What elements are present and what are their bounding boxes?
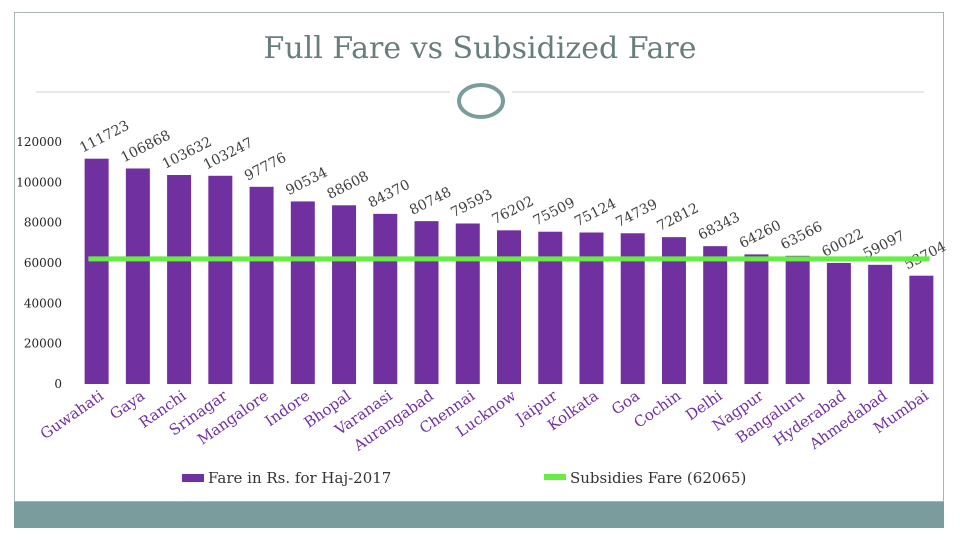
bar <box>497 230 521 384</box>
bar <box>579 232 604 384</box>
y-tick-label: 60000 <box>24 256 62 270</box>
bar <box>455 223 480 384</box>
bar <box>744 254 769 384</box>
bar <box>167 175 192 384</box>
data-label: 75124 <box>572 196 619 231</box>
x-tick-label: Guwahati <box>37 386 107 443</box>
footer-bar <box>14 502 944 528</box>
y-tick-label: 80000 <box>24 216 62 230</box>
bar <box>538 231 563 384</box>
legend-swatch-subsidy <box>544 474 566 480</box>
chart-title: Full Fare vs Subsidized Fare <box>264 31 697 66</box>
bar <box>868 264 893 384</box>
bar <box>290 201 315 384</box>
bar <box>208 175 233 384</box>
data-label: 64260 <box>737 217 784 251</box>
bar <box>332 205 357 384</box>
bar <box>661 237 686 384</box>
data-label: 75509 <box>531 195 578 229</box>
legend: Fare in Rs. for Haj-2017 Subsidies Fare … <box>182 469 746 487</box>
data-label: 63566 <box>778 219 825 254</box>
y-tick-label: 40000 <box>24 296 62 310</box>
y-tick-label: 100000 <box>16 175 62 189</box>
y-tick-label: 120000 <box>16 135 62 149</box>
data-label: 80748 <box>407 184 454 218</box>
data-label: 53704 <box>902 239 949 274</box>
legend-swatch-fare <box>182 474 204 482</box>
title-ornament-icon <box>457 83 505 119</box>
data-label: 90534 <box>283 164 330 199</box>
y-axis: 0 20000 40000 60000 80000 100000 120000 <box>16 135 62 391</box>
bar <box>125 168 150 384</box>
data-label: 68343 <box>696 209 743 243</box>
y-tick-label: 0 <box>54 377 62 391</box>
data-label: 72812 <box>655 200 702 234</box>
slide-frame <box>14 12 944 502</box>
bar <box>620 233 645 384</box>
bar <box>909 275 934 384</box>
bar <box>703 246 728 384</box>
bar <box>373 213 398 384</box>
x-tick-label: Cochin <box>630 386 684 431</box>
data-label: 88608 <box>325 168 372 202</box>
x-axis: Guwahati GayaRanchiSrinagarMangaloreIndor… <box>37 386 932 455</box>
legend-label-subsidy: Subsidies Fare (62065) <box>570 469 746 487</box>
data-label: 76202 <box>490 193 537 227</box>
bar <box>249 186 274 384</box>
bar <box>785 255 810 384</box>
bar <box>414 221 439 384</box>
y-tick-label: 20000 <box>24 337 62 351</box>
bar <box>826 262 851 384</box>
data-label: 74739 <box>613 196 660 230</box>
bar-series <box>84 158 934 384</box>
bar <box>84 158 109 384</box>
data-label: 60022 <box>819 226 866 260</box>
data-label: 97776 <box>242 150 289 185</box>
data-label: 84370 <box>366 177 413 211</box>
legend-label-fare: Fare in Rs. for Haj-2017 <box>208 469 391 487</box>
data-label: 79593 <box>448 187 495 221</box>
